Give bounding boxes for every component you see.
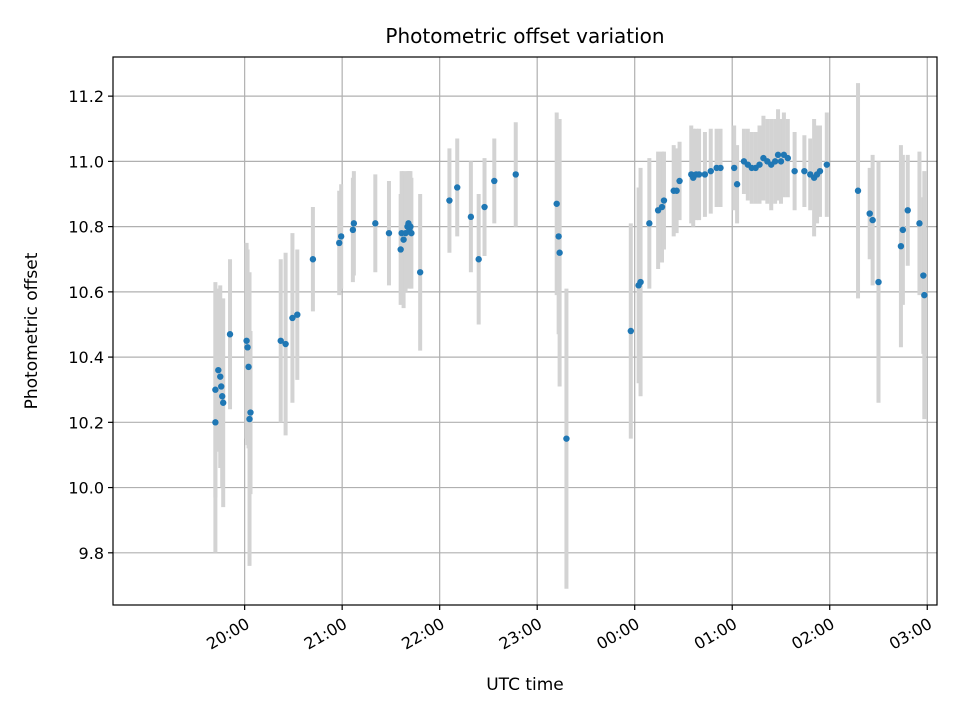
data-point [875,278,882,286]
data-point [244,344,251,351]
data-point [695,171,703,178]
data-point [563,435,570,442]
data-point [243,337,250,344]
data-point [400,236,407,243]
data-point [921,291,928,299]
data-point [512,171,519,178]
data-point [397,246,404,253]
chart-title: Photometric offset variation [385,24,664,48]
data-point [416,269,424,276]
data-point [777,158,785,165]
data-points [212,151,928,442]
data-point [869,216,876,224]
data-point [294,311,301,318]
data-point [660,197,668,204]
data-point [282,340,289,348]
data-point [245,363,252,371]
data-point [701,171,709,178]
data-point [717,164,724,172]
y-tick-label: 10.6 [68,283,104,302]
y-tick-label: 10.0 [68,479,104,498]
data-point [247,409,254,416]
data-point [219,399,227,406]
y-tick-label: 10.4 [68,348,104,367]
data-point [627,327,635,335]
data-point [920,272,927,279]
data-point [784,154,792,162]
data-point [774,151,782,159]
data-point [646,220,653,227]
data-point [916,220,923,227]
data-point [337,233,345,240]
data-point [212,386,219,393]
y-tick-label: 11.2 [68,87,104,106]
data-point [756,161,763,168]
data-point [309,256,317,263]
data-point [771,158,779,165]
y-tick-label: 10.8 [68,218,104,237]
data-point [218,383,225,390]
data-point [277,337,284,344]
data-point [904,207,911,214]
y-tick-label: 11.0 [68,152,104,171]
data-point [491,177,498,185]
data-point [637,278,644,286]
data-point [217,373,224,380]
data-point [816,167,824,175]
y-tick-label: 10.2 [68,413,104,432]
data-point [854,187,862,194]
data-point [556,249,563,256]
data-point [707,167,714,175]
data-point [899,226,907,234]
data-point [219,393,226,400]
data-point [350,220,358,227]
data-point [801,167,808,175]
data-point [823,161,831,168]
data-point [407,223,414,230]
data-point [446,197,453,204]
data-point [733,181,741,188]
data-point [676,177,683,185]
data-point [454,184,461,191]
data-point [385,229,393,237]
data-point [475,256,482,263]
data-point [897,242,905,250]
data-point [349,226,357,234]
data-point [673,187,680,194]
data-point [658,203,666,211]
data-point [791,167,798,175]
data-point [730,164,738,172]
data-point [408,229,415,237]
data-point [866,210,873,217]
data-point [212,419,219,426]
data-point [481,203,488,211]
data-point [215,366,222,374]
data-point [372,220,379,227]
plot-frame [112,56,938,606]
x-axis-title: UTC time [486,675,564,695]
data-point [289,314,296,322]
data-point [467,213,475,221]
data-point [226,331,234,338]
data-point [553,200,560,207]
data-point [336,239,343,247]
y-tick-label: 9.8 [79,544,104,563]
data-point [246,415,253,423]
data-point [555,233,562,240]
y-axis-title: Photometric offset [22,252,42,409]
